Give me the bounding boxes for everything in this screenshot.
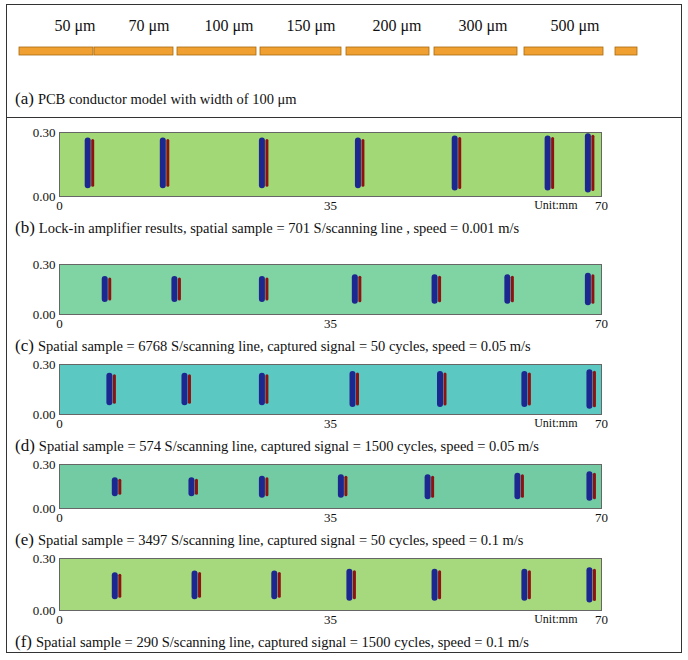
svg-text:0.00: 0.00 — [33, 407, 56, 422]
svg-text:35: 35 — [324, 316, 337, 331]
html-text:(f) Spatial sample = 290 S/sca: (f) Spatial sample = 290 S/scanning line… — [15, 632, 529, 651]
svg-text:0: 0 — [56, 316, 63, 331]
svg-text:0.00: 0.00 — [33, 189, 56, 204]
svg-text:0.00: 0.00 — [33, 307, 56, 322]
html-text:(b) Lock-in amplifier results,: (b) Lock-in amplifier results, spatial s… — [15, 218, 520, 237]
svg-text:0: 0 — [56, 612, 63, 627]
svg-text:0.30: 0.30 — [33, 126, 56, 140]
svg-text:0.00: 0.00 — [33, 603, 56, 618]
html-text:(a) PCB conductor model with w: (a) PCB conductor model with width of 10… — [15, 89, 297, 108]
svg-text:70: 70 — [595, 416, 608, 431]
svg-text:Unit:mm: Unit:mm — [534, 612, 578, 626]
svg-text:50 μm: 50 μm — [54, 17, 96, 35]
svg-text:35: 35 — [324, 510, 337, 525]
svg-text:100 μm: 100 μm — [204, 17, 254, 35]
svg-text:0: 0 — [56, 510, 63, 525]
svg-text:Unit:mm: Unit:mm — [534, 416, 578, 430]
svg-text:0.30: 0.30 — [33, 552, 56, 566]
html-text:(e) Spatial sample = 3497 S/sc: (e) Spatial sample = 3497 S/scanning lin… — [15, 530, 524, 549]
svg-text:0.30: 0.30 — [33, 358, 56, 372]
svg-text:0.30: 0.30 — [33, 258, 56, 272]
svg-text:35: 35 — [324, 416, 337, 431]
svg-text:70: 70 — [595, 198, 608, 213]
svg-text:0: 0 — [56, 416, 63, 431]
svg-text:35: 35 — [324, 198, 337, 213]
svg-text:0: 0 — [56, 198, 63, 213]
svg-text:500 μm: 500 μm — [550, 17, 600, 35]
svg-text:70: 70 — [595, 510, 608, 525]
html-text:(d) Spatial sample = 574 S/sca: (d) Spatial sample = 574 S/scanning line… — [15, 436, 539, 455]
svg-text:70: 70 — [595, 316, 608, 331]
svg-text:300 μm: 300 μm — [458, 17, 508, 35]
svg-text:Unit:mm: Unit:mm — [534, 198, 578, 212]
svg-text:0.30: 0.30 — [33, 458, 56, 472]
svg-text:0.00: 0.00 — [33, 501, 56, 516]
svg-text:70: 70 — [595, 612, 608, 627]
svg-text:70 μm: 70 μm — [128, 17, 170, 35]
svg-text:200 μm: 200 μm — [372, 17, 422, 35]
svg-text:35: 35 — [324, 612, 337, 627]
html-text:(c) Spatial sample = 6768 S/sc: (c) Spatial sample = 6768 S/scanning lin… — [15, 336, 531, 355]
svg-text:150 μm: 150 μm — [286, 17, 336, 35]
